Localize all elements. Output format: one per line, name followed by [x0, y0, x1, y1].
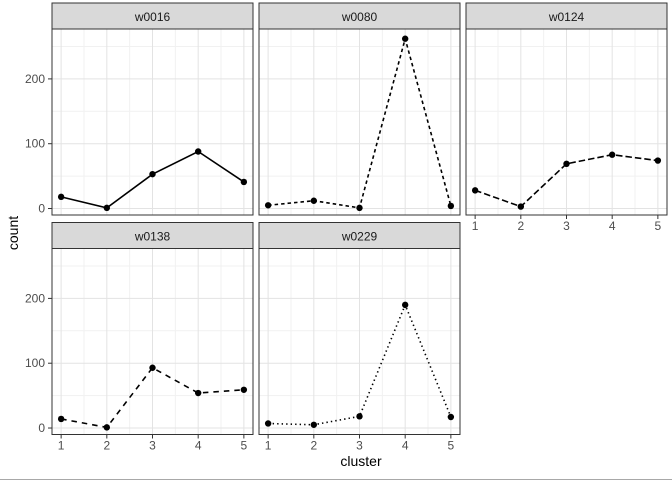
x-tick-label: 4 [195, 439, 202, 453]
data-point [356, 204, 363, 212]
facet-strip-label: w0229 [341, 230, 378, 244]
data-point [240, 178, 248, 186]
data-point [103, 204, 111, 212]
x-tick-label: 4 [609, 219, 616, 233]
x-tick-label: 3 [356, 439, 363, 453]
x-tick-label: 2 [310, 439, 317, 453]
y-tick-label: 0 [38, 421, 45, 435]
facet-strip [51, 222, 254, 249]
data-point [264, 202, 272, 209]
facet-panel-w0138: w0138 1 2 3 4 5 0 100 200 [25, 222, 254, 453]
y-tick-label: 100 [25, 356, 45, 370]
data-point [608, 151, 616, 158]
x-tick-label: 1 [58, 439, 65, 453]
facet-strip [465, 2, 668, 30]
series-line-w0124 [474, 153, 658, 208]
facet-strip [51, 2, 254, 30]
x-tick-label: 3 [149, 439, 156, 453]
y-tick-label: 100 [25, 137, 45, 151]
y-tick-label: 200 [25, 291, 45, 305]
data-point [103, 424, 111, 431]
facet-strip-label: w0138 [134, 230, 171, 244]
facet-panel-w0229: w0229 1 2 3 4 5 [258, 222, 461, 453]
data-point [264, 420, 272, 427]
x-tick-label: 1 [472, 219, 479, 233]
data-point [447, 413, 455, 421]
data-point [401, 35, 409, 42]
x-tick-label: 3 [563, 219, 570, 233]
x-tick-label: 5 [655, 219, 662, 233]
facet-strip-label: w0124 [548, 10, 585, 24]
facet-strip [258, 2, 461, 30]
x-tick-label: 5 [241, 439, 248, 453]
data-point [194, 148, 202, 155]
data-point [401, 301, 409, 309]
data-point [517, 203, 525, 210]
x-tick-label: 5 [448, 439, 455, 453]
data-point [447, 202, 455, 210]
data-point [654, 157, 662, 164]
x-tick-label: 4 [402, 439, 409, 453]
data-point [149, 170, 156, 178]
series-line-w0138 [60, 366, 244, 429]
facet-panel-w0080: w0080 [258, 2, 461, 216]
x-tick-label: 2 [103, 439, 110, 453]
facet-strip-label: w0080 [341, 10, 378, 24]
data-point [240, 386, 248, 393]
facet-strip-label: w0016 [134, 10, 171, 24]
data-point [194, 389, 202, 397]
y-tick-label: 0 [38, 202, 45, 216]
data-point [471, 187, 479, 194]
facet-panel-w0016: w0016 0 100 200 [25, 2, 254, 216]
data-point [356, 413, 363, 420]
data-point [57, 415, 65, 423]
data-point [310, 197, 318, 204]
y-tick-label: 200 [25, 72, 45, 86]
data-point [57, 193, 65, 201]
facet-strip [258, 222, 461, 249]
facet-panel-w0124: w0124 1 2 3 4 5 [465, 2, 668, 233]
data-point [563, 160, 570, 168]
data-point [149, 364, 156, 371]
x-axis-title: cluster [340, 453, 382, 469]
series-line-w0229 [268, 302, 452, 426]
x-tick-label: 2 [517, 219, 524, 233]
data-point [310, 421, 318, 428]
x-tick-label: 1 [265, 439, 272, 453]
